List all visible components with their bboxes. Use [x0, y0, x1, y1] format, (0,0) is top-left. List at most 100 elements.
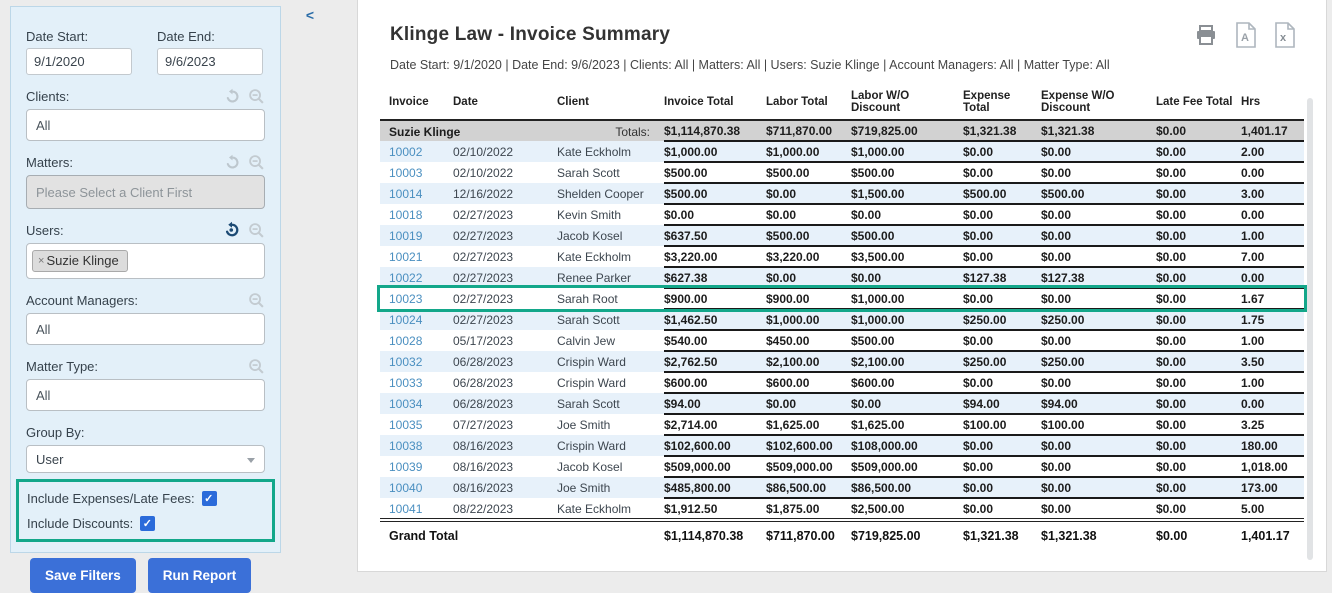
expense-wo-discount: $0.00 [1041, 498, 1156, 521]
expense-wo-discount: $127.38 [1041, 267, 1156, 289]
invoice-link[interactable]: 10035 [389, 418, 423, 432]
invoice-total: $627.38 [664, 267, 766, 289]
account-managers-zoom-out-icon[interactable] [248, 292, 265, 309]
invoice-link[interactable]: 10014 [389, 187, 423, 201]
date-end-input[interactable] [157, 48, 263, 75]
clients-zoom-out-icon[interactable] [248, 88, 265, 105]
invoice-date: 08/16/2023 [453, 435, 557, 456]
include-expenses-label: Include Expenses/Late Fees: [27, 491, 195, 506]
grand-invoice-total: $1,114,870.38 [664, 518, 766, 545]
run-report-button[interactable]: Run Report [147, 558, 252, 593]
expense-total: $0.00 [963, 498, 1041, 521]
users-select[interactable]: × Suzie Klinge [26, 243, 265, 279]
invoice-link[interactable]: 10038 [389, 439, 423, 453]
labor-total: $600.00 [766, 372, 851, 394]
late-fee-total: $0.00 [1156, 330, 1241, 352]
chip-remove-icon[interactable]: × [38, 254, 45, 267]
invoice-client: Crispin Ward [557, 435, 664, 456]
expense-total: $0.00 [963, 435, 1041, 457]
labor-wo-discount: $1,000.00 [851, 141, 963, 163]
vertical-scrollbar[interactable] [1307, 98, 1313, 560]
expense-total: $0.00 [963, 456, 1041, 478]
grand-labor-wo-discount: $719,825.00 [851, 518, 963, 545]
invoice-link[interactable]: 10002 [389, 145, 423, 159]
clients-reset-icon[interactable] [224, 88, 241, 105]
invoice-link[interactable]: 10024 [389, 313, 423, 327]
include-discounts-checkbox[interactable] [140, 516, 156, 531]
invoice-client: Shelden Cooper [557, 183, 664, 204]
save-filters-button[interactable]: Save Filters [30, 558, 136, 593]
hrs: 2.00 [1241, 141, 1304, 163]
invoice-link[interactable]: 10033 [389, 376, 423, 390]
invoice-row: 10014 12/16/2022 Shelden Cooper $500.00 … [380, 183, 1304, 205]
invoice-date: 02/27/2023 [453, 225, 557, 246]
report-filter-summary: Date Start: 9/1/2020 | Date End: 9/6/202… [390, 58, 1110, 72]
svg-text:x: x [1280, 32, 1287, 44]
labor-total: $450.00 [766, 330, 851, 352]
invoice-date: 08/22/2023 [453, 501, 514, 516]
invoice-link[interactable]: 10028 [389, 334, 423, 348]
late-fee-total: $0.00 [1156, 141, 1241, 163]
invoice-link[interactable]: 10040 [389, 481, 423, 495]
late-fee-total: $0.00 [1156, 477, 1241, 499]
expense-total: $0.00 [963, 330, 1041, 352]
expense-total: $500.00 [963, 183, 1041, 205]
matters-zoom-out-icon[interactable] [248, 154, 265, 171]
export-excel-icon[interactable]: x [1274, 22, 1296, 48]
labor-total: $900.00 [766, 288, 851, 310]
print-icon[interactable] [1194, 23, 1218, 47]
expense-total: $0.00 [963, 204, 1041, 226]
invoice-link[interactable]: 10039 [389, 460, 423, 474]
expense-total: $0.00 [963, 225, 1041, 247]
invoice-link[interactable]: 10018 [389, 208, 423, 222]
labor-wo-discount: $500.00 [851, 162, 963, 184]
invoice-client: Sarah Scott [557, 166, 620, 180]
group-by-select[interactable]: User [26, 445, 265, 473]
invoice-link[interactable]: 10022 [389, 271, 423, 285]
date-start-input[interactable] [26, 48, 132, 75]
matters-reset-icon[interactable] [224, 154, 241, 171]
invoice-client: Crispin Ward [557, 351, 664, 372]
invoice-client: Kate Eckholm [557, 501, 632, 516]
hrs: 0.00 [1241, 393, 1304, 415]
invoice-link[interactable]: 10041 [389, 501, 423, 516]
invoice-link[interactable]: 10019 [389, 229, 423, 243]
grand-total-row: Grand Total $1,114,870.38 $711,870.00 $7… [380, 518, 1304, 545]
invoice-link[interactable]: 10021 [389, 250, 423, 264]
invoice-row: 10041 08/22/2023 Kate Eckholm $1,912.50 … [380, 498, 1304, 521]
late-fee-total: $0.00 [1156, 288, 1241, 310]
col-invoice-total: Invoice Total [664, 96, 734, 108]
export-pdf-icon[interactable]: A [1235, 22, 1257, 48]
invoice-link[interactable]: 10034 [389, 397, 423, 411]
users-reset-icon[interactable] [223, 221, 241, 239]
group-totals-row: Suzie Klinge Totals: $1,114,870.38 $711,… [380, 119, 1304, 142]
invoice-total: $2,762.50 [664, 351, 766, 373]
invoice-total: $900.00 [664, 288, 766, 310]
hrs: 1.00 [1241, 372, 1304, 394]
invoice-row: 10021 02/27/2023 Kate Eckholm $3,220.00 … [380, 246, 1304, 268]
users-zoom-out-icon[interactable] [248, 222, 265, 239]
hrs: 3.00 [1241, 183, 1304, 205]
invoice-link[interactable]: 10003 [389, 166, 423, 180]
labor-total: $1,625.00 [766, 414, 851, 436]
group-by-value: User [36, 451, 64, 467]
invoice-date: 02/10/2022 [453, 141, 557, 162]
expense-total: $100.00 [963, 414, 1041, 436]
labor-wo-discount: $2,100.00 [851, 351, 963, 373]
account-managers-select[interactable]: All [26, 313, 265, 345]
labor-wo-discount: $86,500.00 [851, 477, 963, 499]
invoice-row: 10038 08/16/2023 Crispin Ward $102,600.0… [380, 435, 1304, 457]
invoice-total: $1,912.50 [664, 498, 766, 521]
group-totals-label: Totals: [557, 119, 664, 141]
matter-type-select[interactable]: All [26, 379, 265, 411]
labor-wo-discount: $1,000.00 [851, 288, 963, 310]
include-expenses-checkbox[interactable] [201, 491, 217, 506]
matter-type-zoom-out-icon[interactable] [248, 358, 265, 375]
expense-wo-discount: $100.00 [1041, 414, 1156, 436]
clients-select[interactable]: All [26, 109, 265, 141]
invoice-link[interactable]: 10032 [389, 355, 423, 369]
collapse-sidebar-icon[interactable]: < [288, 7, 314, 25]
invoice-link[interactable]: 10023 [389, 292, 423, 306]
late-fee-total: $0.00 [1156, 309, 1241, 331]
late-fee-total: $0.00 [1156, 225, 1241, 247]
